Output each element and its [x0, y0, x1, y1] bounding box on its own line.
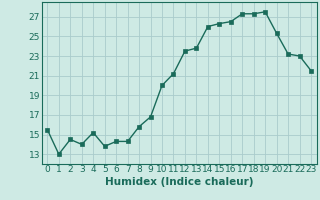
X-axis label: Humidex (Indice chaleur): Humidex (Indice chaleur): [105, 177, 253, 187]
